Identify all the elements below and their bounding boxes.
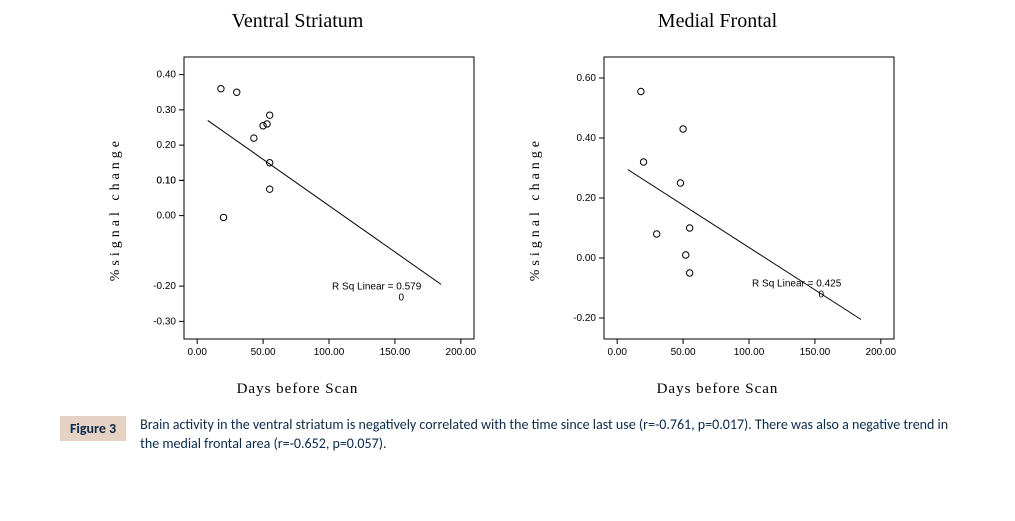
scatter-plot: 0.00 50.00 100.00 150.00 200.00 -0.30 -0.20 0.1… [128, 39, 488, 379]
x-axis-label: Days before Scan [657, 381, 779, 398]
svg-text:0: 0 [818, 290, 824, 301]
svg-text:-0.30: -0.30 [153, 316, 176, 327]
regression-line [207, 120, 440, 284]
svg-text:0.00: 0.00 [187, 347, 207, 358]
svg-text:0.00: 0.00 [607, 347, 627, 358]
figure-caption-row: Figure 3 Brain activity in the ventral s… [20, 416, 995, 454]
data-point [682, 252, 688, 258]
chart-mf: Medial Frontal %signal change 0.00 50.00 100… [528, 10, 908, 398]
svg-text:0.10: 0.10 [156, 175, 176, 186]
data-point [686, 225, 692, 231]
svg-text:150.00: 150.00 [379, 347, 410, 358]
data-point [640, 159, 646, 165]
svg-text:0.20: 0.20 [156, 140, 176, 151]
svg-text:100.00: 100.00 [733, 347, 764, 358]
regression-line [627, 170, 860, 320]
svg-text:0.30: 0.30 [156, 105, 176, 116]
data-point [259, 123, 265, 129]
data-point [679, 126, 685, 132]
chart-title: Medial Frontal [658, 10, 777, 33]
figure-caption-text: Brain activity in the ventral striatum i… [140, 416, 960, 454]
svg-text:0.40: 0.40 [576, 133, 596, 144]
rsq-annotation: R Sq Linear = 0.579 [332, 282, 422, 293]
svg-text:0.00: 0.00 [576, 253, 596, 264]
data-point [637, 88, 643, 94]
data-point [653, 231, 659, 237]
svg-text:0.00: 0.00 [156, 211, 176, 222]
svg-text:50.00: 50.00 [250, 347, 275, 358]
svg-text:-0.20: -0.20 [153, 281, 176, 292]
svg-text:100.00: 100.00 [313, 347, 344, 358]
figure-badge: Figure 3 [60, 416, 126, 441]
svg-text:0: 0 [398, 293, 404, 304]
chart-vs: Ventral Striatum %signal change 0.00 50.00 1… [108, 10, 488, 398]
svg-text:0.20: 0.20 [576, 193, 596, 204]
scatter-plot: 0.00 50.00 100.00 150.00 200.00 -0.20 0.00 0.20… [548, 39, 908, 379]
rsq-annotation: R Sq Linear = 0.425 [752, 279, 842, 290]
data-point [263, 121, 269, 127]
plot-wrap: %signal change 0.00 50.00 100.00 150.00 200.0… [528, 39, 908, 379]
svg-text:200.00: 200.00 [445, 347, 476, 358]
data-point [677, 180, 683, 186]
svg-text:0.60: 0.60 [576, 73, 596, 84]
chart-title: Ventral Striatum [232, 10, 364, 33]
svg-text:50.00: 50.00 [670, 347, 695, 358]
charts-row: Ventral Striatum %signal change 0.00 50.00 1… [20, 10, 995, 398]
svg-text:150.00: 150.00 [799, 347, 830, 358]
data-point [233, 89, 239, 95]
svg-text:200.00: 200.00 [865, 347, 896, 358]
data-point [266, 186, 272, 192]
data-point [217, 86, 223, 92]
svg-text:0.40: 0.40 [156, 70, 176, 81]
x-axis-label: Days before Scan [237, 381, 359, 398]
svg-text:-0.20: -0.20 [573, 313, 596, 324]
data-point [266, 112, 272, 118]
plot-wrap: %signal change 0.00 50.00 100.00 150.00 200.0… [108, 39, 488, 379]
y-axis-label: %signal change [528, 137, 544, 281]
y-axis-label: %signal change [108, 137, 124, 281]
data-point [250, 135, 256, 141]
data-point [686, 270, 692, 276]
data-point [220, 214, 226, 220]
